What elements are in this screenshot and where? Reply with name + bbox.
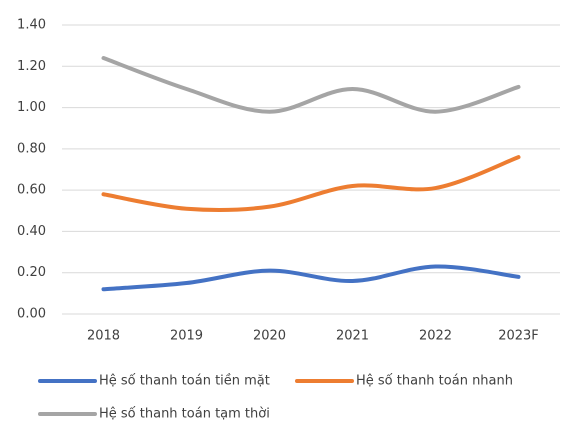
x-tick-label: 2021 [336,329,369,344]
x-tick-label: 2023F [498,329,539,344]
y-tick-label: 0.80 [17,141,46,156]
x-tick-label: 2019 [170,329,203,344]
legend-label: Hệ số thanh toán nhanh [356,374,513,389]
series-line [101,56,521,114]
x-tick-label: 2022 [419,329,452,344]
legend-label: Hệ số thanh toán tạm thời [99,407,270,422]
y-tick-label: 0.00 [17,307,46,322]
y-tick-label: 0.40 [17,224,46,239]
y-tick-label: 0.20 [17,265,46,280]
series-line [101,155,521,212]
x-tick-label: 2020 [253,329,286,344]
y-tick-label: 0.60 [17,183,46,198]
x-tick-label: 2018 [87,329,120,344]
legend-label: Hệ số thanh toán tiền mặt [99,374,270,389]
y-tick-label: 1.20 [17,59,46,74]
y-tick-label: 1.40 [17,18,46,33]
series-line [101,264,521,292]
y-tick-label: 1.00 [17,100,46,115]
